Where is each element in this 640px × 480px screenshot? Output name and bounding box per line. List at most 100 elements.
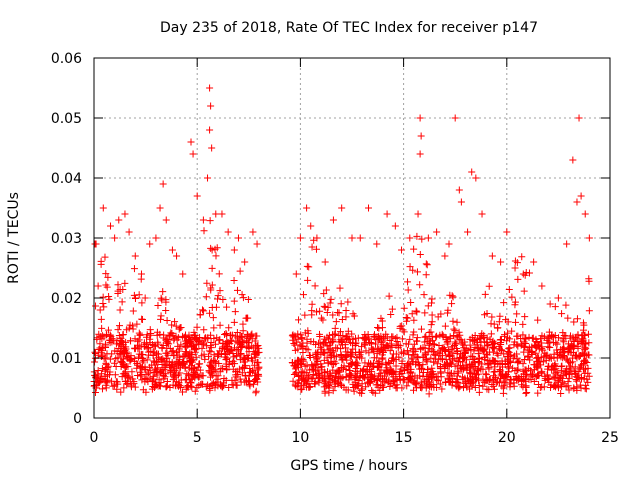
data-point bbox=[387, 311, 395, 319]
data-point bbox=[351, 367, 359, 375]
data-point bbox=[219, 379, 227, 387]
data-point bbox=[410, 328, 418, 336]
data-point bbox=[299, 291, 307, 299]
data-point bbox=[122, 368, 130, 376]
data-point bbox=[183, 348, 191, 356]
data-point bbox=[310, 380, 318, 388]
data-point bbox=[483, 342, 491, 350]
data-point bbox=[552, 383, 560, 391]
data-point bbox=[579, 326, 587, 334]
data-point bbox=[422, 260, 430, 268]
data-point bbox=[342, 313, 350, 321]
data-point bbox=[517, 341, 525, 349]
data-point bbox=[113, 378, 121, 386]
data-point bbox=[503, 372, 511, 380]
data-point bbox=[372, 381, 380, 389]
data-point bbox=[96, 306, 104, 314]
data-point bbox=[444, 306, 452, 314]
data-point bbox=[249, 366, 257, 374]
data-point bbox=[398, 246, 406, 254]
data-point bbox=[486, 376, 494, 384]
data-point bbox=[101, 342, 109, 350]
data-point bbox=[384, 378, 392, 386]
data-point bbox=[340, 383, 348, 391]
data-point bbox=[135, 336, 143, 344]
data-point bbox=[489, 343, 497, 351]
data-point bbox=[316, 332, 324, 340]
data-point bbox=[318, 372, 326, 380]
data-point bbox=[291, 341, 299, 349]
data-point bbox=[173, 252, 181, 260]
data-point bbox=[368, 344, 376, 352]
data-point bbox=[438, 385, 446, 393]
data-point bbox=[332, 344, 340, 352]
data-point bbox=[513, 310, 521, 318]
data-point bbox=[91, 358, 99, 366]
data-point bbox=[385, 292, 393, 300]
data-point bbox=[138, 376, 146, 384]
data-point bbox=[446, 291, 454, 299]
data-point bbox=[97, 347, 105, 355]
data-point bbox=[191, 364, 199, 372]
data-point bbox=[217, 365, 225, 373]
data-point bbox=[571, 363, 579, 371]
data-point bbox=[294, 345, 302, 353]
data-point bbox=[226, 332, 234, 340]
data-point bbox=[137, 364, 145, 372]
data-point bbox=[347, 348, 355, 356]
data-point bbox=[198, 352, 206, 360]
data-point bbox=[251, 361, 259, 369]
data-point bbox=[403, 382, 411, 390]
data-point bbox=[200, 307, 208, 315]
data-point bbox=[463, 356, 471, 364]
data-point bbox=[217, 380, 225, 388]
data-point bbox=[237, 349, 245, 357]
data-point bbox=[368, 386, 376, 394]
data-point bbox=[255, 363, 263, 371]
data-point bbox=[162, 306, 170, 314]
data-point bbox=[131, 335, 139, 343]
data-point bbox=[157, 379, 165, 387]
data-point bbox=[190, 328, 198, 336]
data-point bbox=[313, 349, 321, 357]
data-point bbox=[97, 315, 105, 323]
data-point bbox=[138, 358, 146, 366]
data-point bbox=[348, 330, 356, 338]
data-point bbox=[522, 383, 530, 391]
data-point bbox=[116, 347, 124, 355]
data-point bbox=[241, 258, 249, 266]
data-point bbox=[580, 356, 588, 364]
data-point bbox=[356, 389, 364, 397]
data-point bbox=[208, 380, 216, 388]
data-point bbox=[210, 335, 218, 343]
data-point bbox=[328, 352, 336, 360]
data-point bbox=[356, 234, 364, 242]
y-tick-label: 0.06 bbox=[51, 51, 82, 67]
data-point bbox=[162, 336, 170, 344]
data-point bbox=[216, 336, 224, 344]
data-point bbox=[106, 368, 114, 376]
data-point bbox=[143, 331, 151, 339]
data-point bbox=[416, 150, 424, 158]
data-point bbox=[449, 317, 457, 325]
data-point bbox=[296, 234, 304, 242]
x-tick-label: 20 bbox=[498, 430, 516, 446]
data-point bbox=[436, 364, 444, 372]
data-point bbox=[179, 353, 187, 361]
data-point bbox=[128, 368, 136, 376]
data-point bbox=[104, 364, 112, 372]
data-point bbox=[137, 372, 145, 380]
data-point bbox=[432, 351, 440, 359]
data-point bbox=[137, 351, 145, 359]
data-point bbox=[432, 333, 440, 341]
data-point bbox=[414, 210, 422, 218]
data-point bbox=[501, 331, 509, 339]
data-point bbox=[435, 355, 443, 363]
data-point bbox=[534, 389, 542, 397]
data-point bbox=[146, 335, 154, 343]
data-point bbox=[138, 315, 146, 323]
data-point bbox=[446, 335, 454, 343]
data-point bbox=[478, 360, 486, 368]
data-point bbox=[147, 331, 155, 339]
data-point bbox=[236, 356, 244, 364]
